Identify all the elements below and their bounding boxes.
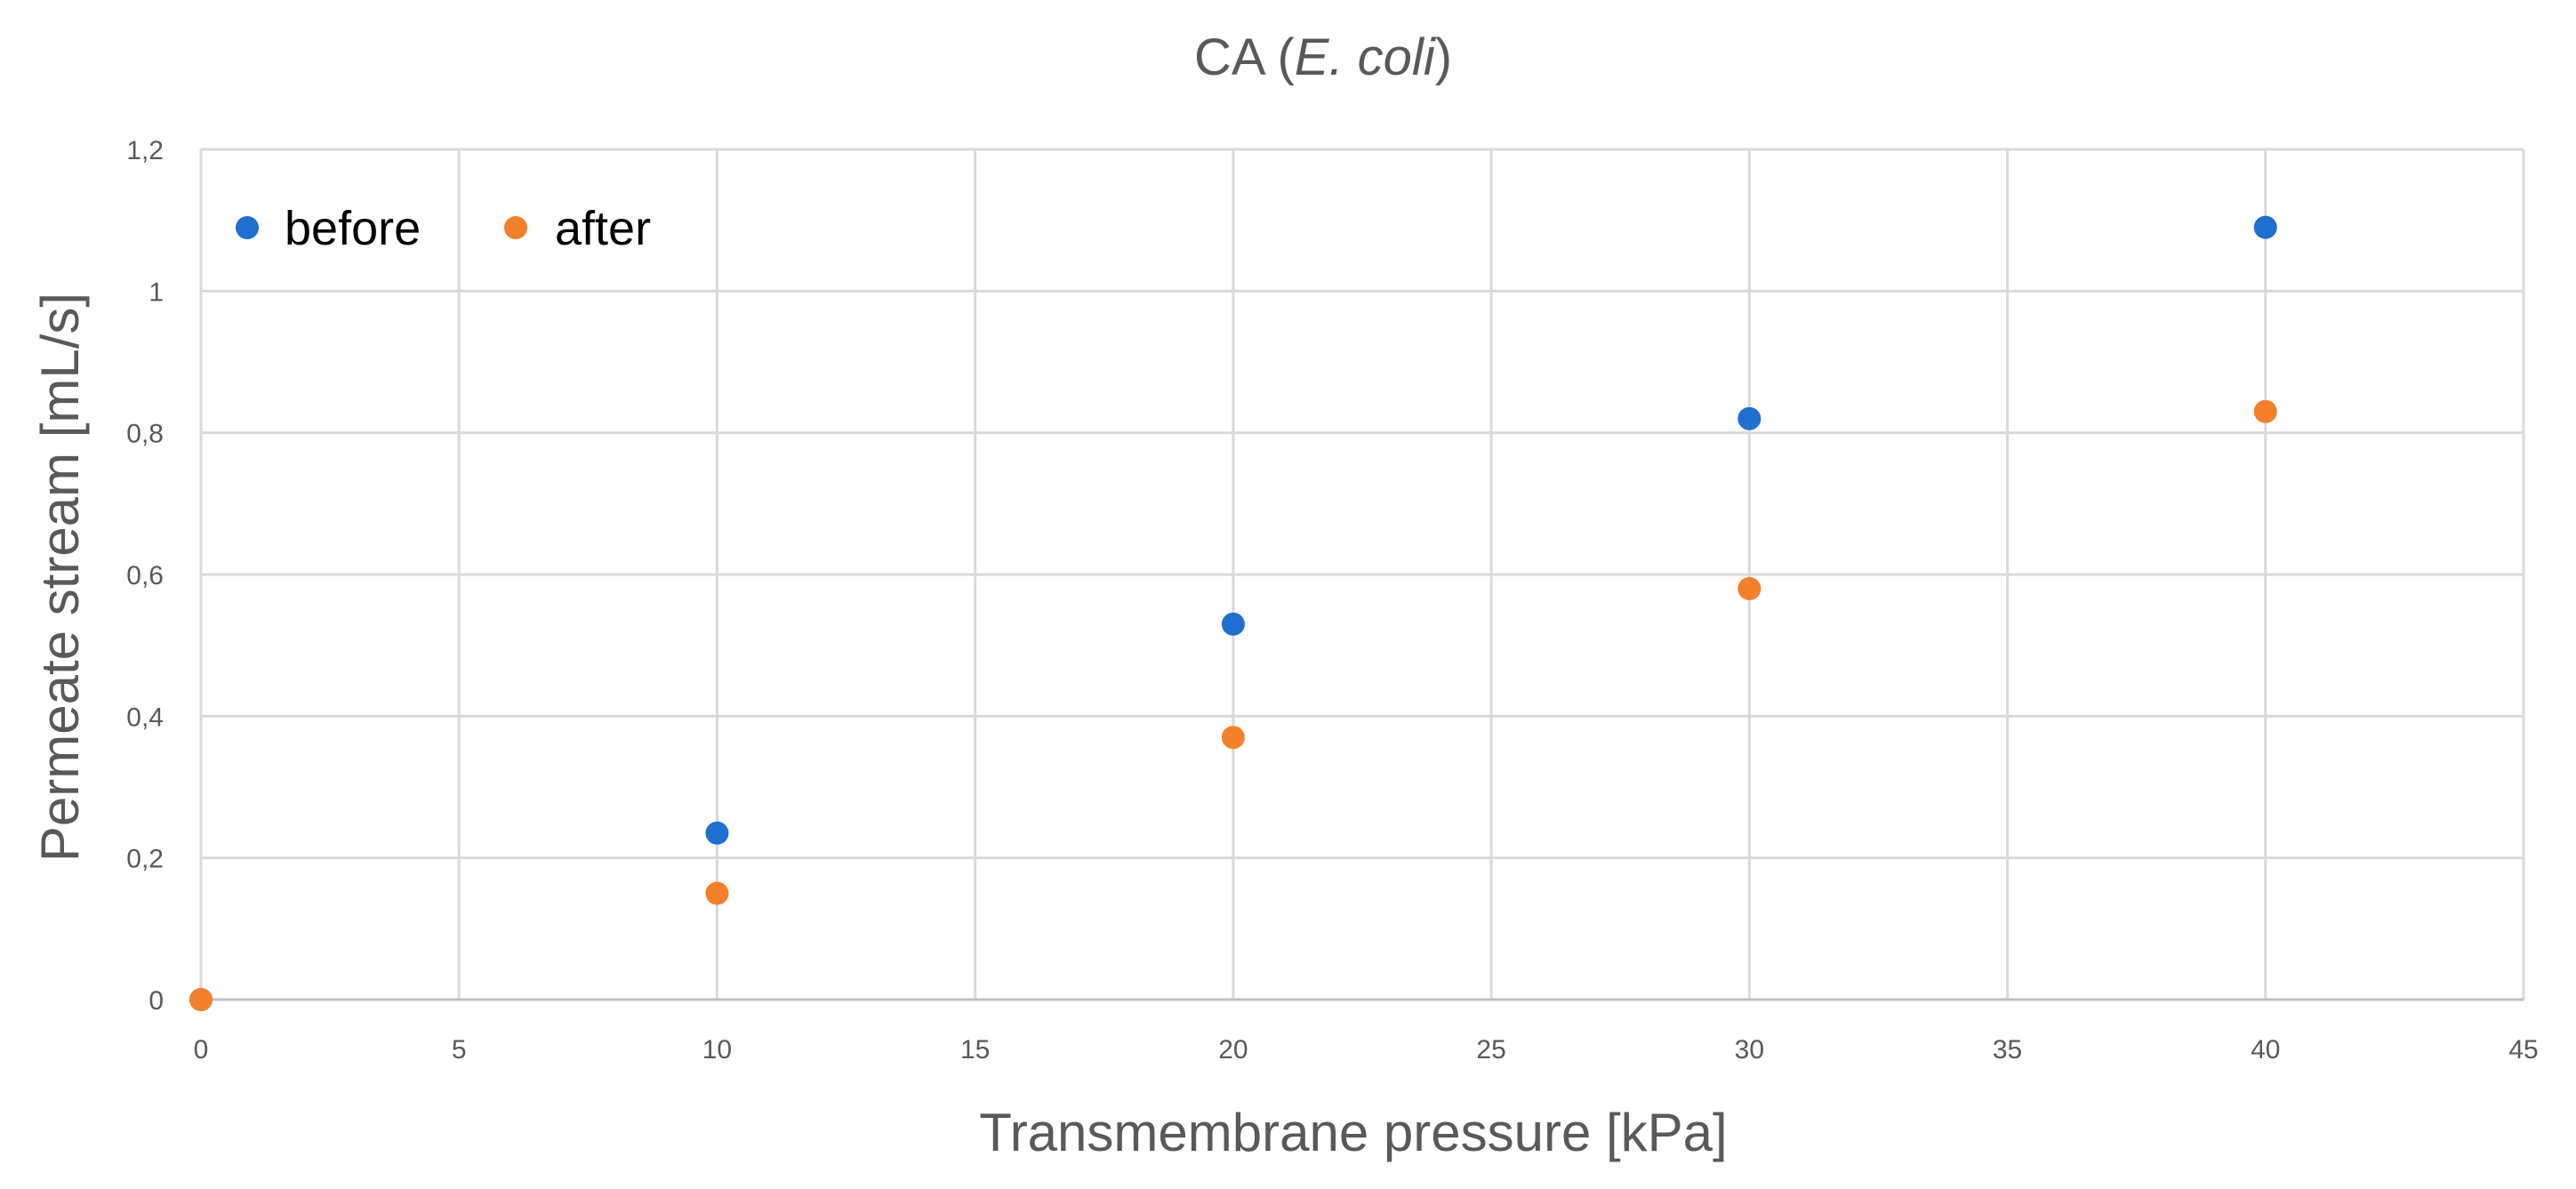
- chart-title-main: CA (: [1194, 28, 1295, 86]
- data-points: [189, 215, 2277, 1011]
- legend-marker-before: [236, 216, 259, 239]
- chart-title-italic: E. coli: [1295, 28, 1437, 86]
- chart-title-end: ): [1435, 28, 1452, 86]
- x-tick-label: 40: [2251, 1035, 2280, 1064]
- y-tick-label: 0: [148, 986, 164, 1016]
- y-tick-label: 1,2: [126, 136, 164, 165]
- data-point-before: [1737, 406, 1761, 430]
- x-tick-label: 5: [452, 1035, 467, 1064]
- data-point-before: [2253, 215, 2277, 239]
- x-axis-title: Transmembrane pressure [kPa]: [979, 1103, 1727, 1162]
- data-point-after: [2253, 399, 2277, 423]
- tick-labels: 0 5 10 15 20 25 30 35 40 45 0 0,2 0,4 0,6 0,8 1 1,2: [126, 136, 2538, 1064]
- x-tick-label: 25: [1476, 1035, 1505, 1064]
- legend-marker-after: [504, 216, 527, 239]
- y-tick-label: 0,4: [126, 703, 164, 732]
- x-tick-label: 0: [194, 1035, 209, 1064]
- data-point-after: [705, 881, 729, 905]
- y-axis-title: Permeate stream [mL/s]: [30, 293, 90, 862]
- y-tick-label: 0,6: [126, 561, 164, 590]
- x-tick-label: 30: [1735, 1035, 1764, 1064]
- x-tick-label: 20: [1218, 1035, 1248, 1064]
- axes: [199, 149, 2524, 1001]
- x-tick-label: 45: [2508, 1035, 2538, 1064]
- data-point-before: [705, 821, 729, 845]
- legend: before after: [236, 202, 651, 255]
- data-point-after: [1737, 576, 1761, 600]
- y-tick-label: 0,8: [126, 420, 164, 449]
- data-point-before: [1221, 612, 1245, 636]
- x-tick-label: 15: [960, 1035, 990, 1064]
- grid: [201, 148, 2525, 1000]
- legend-label-after: after: [555, 202, 651, 255]
- x-tick-label: 35: [1993, 1035, 2022, 1064]
- x-tick-label: 10: [702, 1035, 732, 1064]
- chart-title: CA (E. coli): [1194, 28, 1452, 86]
- data-point-after: [1221, 726, 1245, 750]
- data-point-after: [189, 988, 213, 1011]
- y-tick-label: 0,2: [126, 845, 164, 874]
- legend-label-before: before: [285, 202, 421, 255]
- y-tick-label: 1: [148, 277, 164, 307]
